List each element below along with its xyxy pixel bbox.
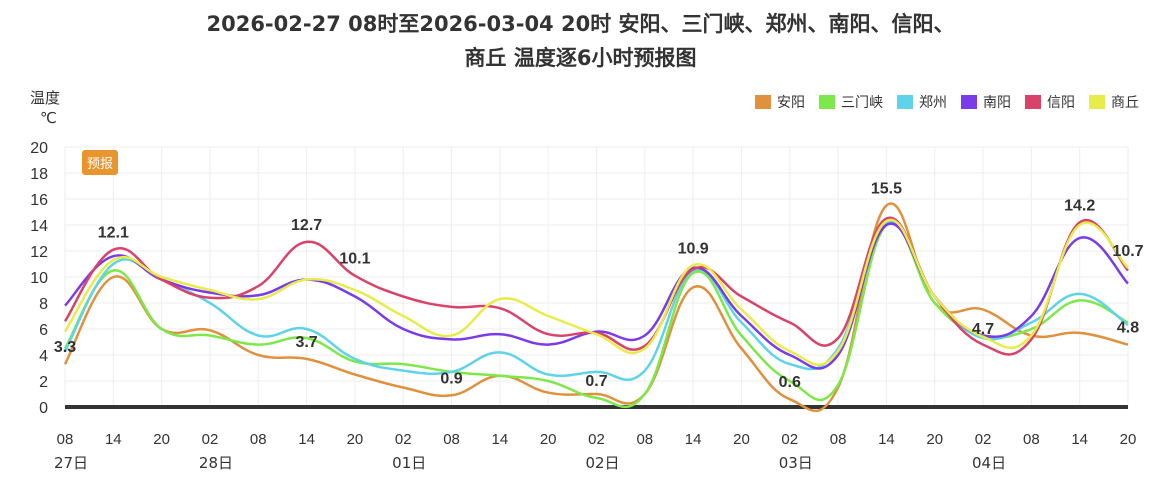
data-label: 0.6	[779, 374, 801, 391]
y-axis-label: 温度 ℃	[30, 88, 60, 128]
y-label-text: 温度	[30, 89, 61, 107]
x-tick-label: 08	[636, 431, 653, 448]
data-label: 15.5	[871, 181, 902, 198]
data-label: 12.7	[291, 217, 322, 234]
legend-label: 安阳	[777, 95, 805, 111]
x-tick-label: 20	[733, 431, 750, 448]
data-label: 10.9	[678, 240, 709, 257]
x-tick-label: 14	[105, 431, 122, 448]
x-day-label: 03日	[779, 454, 813, 472]
data-label: 4.7	[972, 321, 994, 338]
x-tick-label: 08	[1023, 431, 1040, 448]
x-tick-label: 20	[926, 431, 943, 448]
x-tick-label: 14	[685, 431, 702, 448]
legend: 安阳 三门峡 郑州 南阳 信阳 商丘	[755, 92, 1139, 112]
legend-label: 三门峡	[841, 95, 883, 111]
legend-label: 郑州	[919, 95, 947, 111]
data-label: 10.1	[339, 251, 370, 268]
legend-item[interactable]: 郑州	[897, 92, 947, 112]
data-label: 3.7	[295, 334, 317, 351]
y-tick-label: 4	[39, 348, 48, 365]
chart-title-line1: 2026-02-27 08时至2026-03-04 20时 安阳、三门峡、郑州、…	[206, 12, 955, 36]
data-label: 4.8	[1117, 320, 1139, 337]
x-tick-label: 08	[830, 431, 847, 448]
chart-title-line2: 商丘 温度逐6小时预报图	[464, 46, 697, 70]
y-tick-label: 0	[39, 400, 48, 417]
y-tick-label: 18	[30, 166, 48, 183]
legend-item[interactable]: 商丘	[1089, 92, 1139, 112]
x-day-label: 27日	[54, 454, 88, 472]
legend-label: 南阳	[983, 95, 1011, 111]
data-label: 0.9	[440, 370, 462, 387]
x-tick-label: 08	[57, 431, 74, 448]
x-tick-label: 02	[975, 431, 992, 448]
x-tick-label: 14	[492, 431, 509, 448]
x-tick-label: 14	[878, 431, 895, 448]
legend-swatch	[819, 95, 835, 109]
legend-swatch	[897, 95, 913, 109]
data-label: 14.2	[1064, 197, 1095, 214]
data-label: 10.7	[1112, 243, 1143, 260]
x-tick-label: 02	[588, 431, 605, 448]
legend-label: 信阳	[1047, 95, 1075, 111]
x-tick-label: 20	[1120, 431, 1137, 448]
x-tick-label: 08	[443, 431, 460, 448]
y-tick-label: 12	[30, 244, 48, 261]
legend-swatch	[755, 95, 771, 109]
y-unit: ℃	[40, 109, 57, 127]
x-day-label: 01日	[392, 454, 426, 472]
y-tick-label: 20	[30, 140, 48, 157]
x-day-label: 02日	[585, 454, 619, 472]
y-tick-label: 2	[39, 374, 48, 391]
x-tick-label: 02	[202, 431, 219, 448]
y-tick-label: 6	[39, 322, 48, 339]
legend-swatch	[1089, 95, 1105, 109]
data-label: 12.1	[98, 225, 129, 242]
y-tick-label: 14	[30, 218, 48, 235]
y-tick-label: 16	[30, 192, 48, 209]
x-tick-label: 14	[298, 431, 315, 448]
x-tick-label: 14	[1071, 431, 1088, 448]
series-line-1	[63, 221, 1129, 409]
x-tick-label: 08	[250, 431, 267, 448]
y-tick-label: 10	[30, 270, 48, 287]
x-tick-label: 20	[540, 431, 557, 448]
legend-swatch	[1025, 95, 1041, 109]
x-tick-label: 02	[781, 431, 798, 448]
y-tick-label: 8	[39, 296, 48, 313]
forecast-badge: 预报	[82, 150, 119, 175]
legend-item[interactable]: 信阳	[1025, 92, 1075, 112]
legend-item[interactable]: 安阳	[755, 92, 805, 112]
data-label: 0.7	[585, 373, 607, 390]
legend-item[interactable]: 三门峡	[819, 92, 883, 112]
legend-swatch	[961, 95, 977, 109]
legend-item[interactable]: 南阳	[961, 92, 1011, 112]
series-line-4	[63, 216, 1129, 356]
data-label: 3.3	[54, 339, 76, 356]
x-day-label: 04日	[972, 454, 1006, 472]
x-day-label: 28日	[199, 454, 233, 472]
legend-label: 商丘	[1111, 95, 1139, 111]
x-tick-label: 02	[395, 431, 412, 448]
x-tick-label: 20	[347, 431, 364, 448]
series-line-5	[63, 218, 1129, 366]
x-tick-label: 20	[153, 431, 170, 448]
